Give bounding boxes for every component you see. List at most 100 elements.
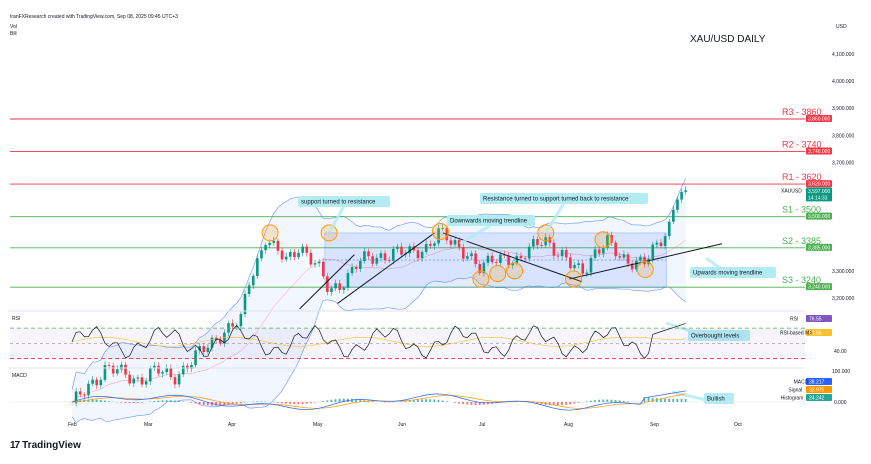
macd-histogram-bar [182, 401, 185, 402]
macd-histogram-bar [462, 402, 465, 405]
candle [235, 322, 239, 330]
candle-body [532, 239, 535, 247]
level-tag-text: 3,620.000 [808, 182, 830, 188]
annotation-box [480, 193, 648, 204]
month-label: Apr [228, 422, 236, 428]
candle [99, 376, 103, 389]
macd-histogram-bar [622, 400, 625, 402]
candle-body [120, 364, 123, 370]
macd-histogram-bar [454, 402, 456, 403]
candle-body [573, 264, 576, 269]
macd-histogram-bar [301, 402, 304, 405]
macd-histogram-bar [561, 402, 563, 406]
candle-body [684, 190, 688, 192]
candle [280, 247, 284, 263]
candle-body [251, 275, 255, 286]
candle-body [639, 256, 642, 261]
candle-body [284, 256, 288, 260]
macd-histogram-bar [223, 402, 226, 406]
candle-body [74, 391, 78, 404]
candle-body [116, 369, 119, 374]
candle [569, 253, 572, 271]
candle-body [321, 261, 325, 277]
rsi-tag-value: 76.55 [809, 317, 822, 323]
macd-histogram-bar [178, 400, 180, 402]
macd-histogram-bar [445, 401, 448, 402]
candle-body [470, 253, 473, 257]
candle [120, 361, 123, 373]
candle-body [264, 245, 267, 251]
macd-histogram-bar [322, 401, 325, 402]
candle [667, 218, 671, 240]
candle [194, 346, 197, 368]
reaction-circle [472, 270, 490, 288]
macd-histogram-bar [565, 402, 568, 405]
candle [223, 329, 226, 348]
macd-histogram-bar [536, 402, 539, 404]
macd-histogram-bar [614, 399, 617, 402]
candle-body [210, 337, 214, 348]
price-tick-label: 3,300.000 [832, 269, 854, 275]
candle-body [441, 228, 444, 229]
rsi-line [71, 323, 686, 359]
candle-body [83, 394, 86, 396]
vol-label: Vol [10, 24, 17, 30]
macd-histogram-bar [314, 402, 316, 403]
macd-histogram-bar [190, 402, 193, 403]
candle-body [416, 250, 420, 259]
candle [272, 237, 276, 246]
level-tag-text: 3,860.000 [808, 117, 830, 123]
macd-histogram-bar [293, 402, 296, 405]
candle-body [507, 255, 510, 266]
macd-histogram-bar [297, 402, 300, 405]
reaction-circle [489, 265, 507, 283]
level-tag-bg [806, 180, 832, 188]
candle-body [655, 242, 659, 245]
reaction-circle [565, 270, 583, 288]
candle [523, 255, 527, 263]
macd-histogram-bar [610, 399, 613, 402]
candle-body [424, 244, 428, 252]
macd-histogram-bar [557, 402, 559, 406]
candle [396, 243, 399, 253]
candle [663, 233, 667, 250]
candle-body [87, 383, 90, 396]
macd-histogram-bar [103, 400, 106, 402]
candle [577, 260, 580, 269]
level-tag-text: 3,500.000 [808, 214, 830, 220]
macd-histogram-bar [458, 402, 460, 404]
macd-histogram-bar [256, 401, 259, 402]
candle-body [540, 245, 543, 246]
macd-histogram-bar [260, 401, 263, 402]
macd-histogram-bar [602, 399, 605, 402]
macd-histogram-bar [309, 402, 312, 404]
macd-histogram-bar [120, 402, 123, 403]
macd-histogram-bar [400, 401, 403, 402]
candle [441, 224, 444, 232]
candle [614, 240, 617, 261]
candle [243, 290, 247, 317]
candle [132, 375, 136, 387]
macd-histogram-bar [132, 402, 135, 404]
price-axis: 4,100.000 4,000.000 3,900.000 3,800.000 3,70… [781, 52, 854, 302]
level-label: S1 - 3500 [782, 205, 821, 215]
macd-histogram-bar [540, 402, 543, 405]
candle-body [313, 263, 317, 265]
candle-body [128, 374, 131, 384]
candle-body [626, 254, 630, 264]
candle-body [606, 235, 609, 248]
uptrend-line-1 [337, 232, 435, 304]
reaction-circle [636, 261, 654, 279]
bollinger-bands [71, 178, 686, 424]
level-price-tag: 3,240.000 [806, 283, 832, 291]
candle-body [165, 367, 169, 373]
macd-histogram-bar [161, 400, 164, 402]
candle [256, 254, 259, 279]
candle-body [198, 346, 201, 351]
candle-body [239, 314, 243, 327]
candle-body [342, 287, 346, 290]
candle-body [144, 381, 148, 385]
candle [157, 362, 160, 377]
candle [437, 224, 440, 247]
candle [470, 250, 473, 260]
